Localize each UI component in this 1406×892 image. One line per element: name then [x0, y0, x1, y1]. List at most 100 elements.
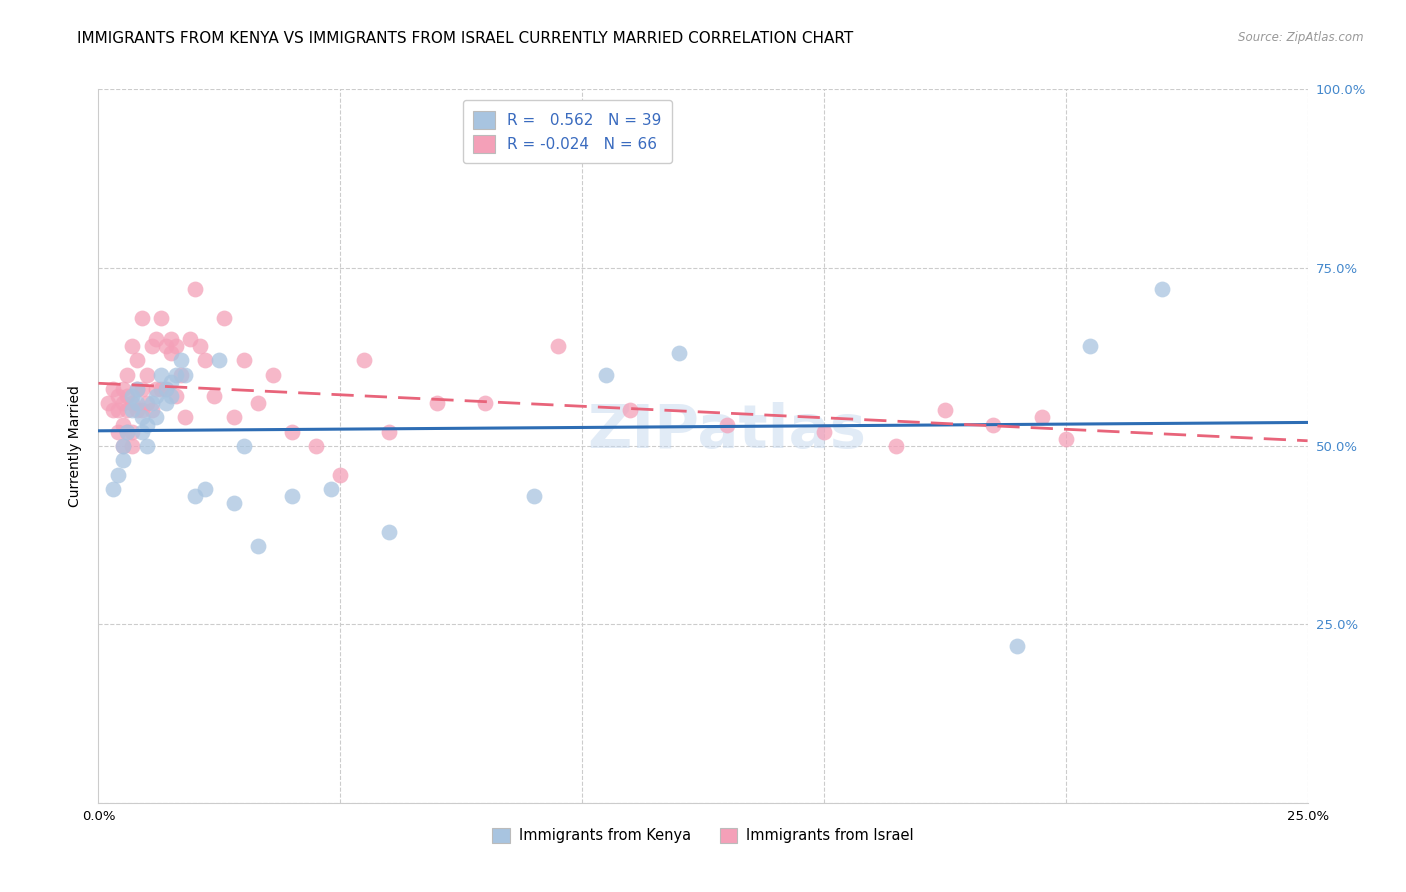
Point: [101, 382, 124, 396]
Point: [1031, 410, 1053, 425]
Point: [169, 353, 191, 368]
Point: [934, 403, 956, 417]
Point: [131, 382, 153, 396]
Point: [107, 467, 129, 482]
Point: [121, 439, 143, 453]
Point: [111, 439, 134, 453]
Point: [160, 375, 183, 389]
Point: [127, 403, 149, 417]
Point: [247, 396, 270, 410]
Point: [150, 382, 173, 396]
Point: [1078, 339, 1101, 353]
Point: [716, 417, 738, 432]
Point: [305, 439, 328, 453]
Point: [135, 396, 157, 410]
Point: [222, 496, 245, 510]
Legend: Immigrants from Kenya, Immigrants from Israel: Immigrants from Kenya, Immigrants from I…: [486, 822, 920, 849]
Point: [117, 403, 139, 417]
Point: [247, 539, 270, 553]
Point: [135, 417, 157, 432]
Point: [117, 425, 139, 439]
Text: Source: ZipAtlas.com: Source: ZipAtlas.com: [1239, 31, 1364, 45]
Point: [595, 368, 617, 382]
Point: [127, 353, 149, 368]
Point: [194, 353, 217, 368]
Point: [165, 339, 187, 353]
Point: [121, 396, 143, 410]
Point: [117, 425, 139, 439]
Point: [145, 382, 167, 396]
Point: [188, 339, 211, 353]
Point: [1152, 282, 1174, 296]
Point: [319, 482, 342, 496]
Point: [160, 346, 183, 360]
Point: [145, 389, 167, 403]
Point: [232, 353, 254, 368]
Point: [121, 389, 143, 403]
Point: [135, 439, 157, 453]
Point: [160, 389, 183, 403]
Point: [160, 332, 183, 346]
Point: [131, 425, 153, 439]
Point: [155, 382, 177, 396]
Point: [141, 403, 163, 417]
Point: [155, 339, 177, 353]
Point: [150, 310, 173, 325]
Point: [117, 389, 139, 403]
Point: [281, 425, 304, 439]
Point: [121, 339, 143, 353]
Point: [1007, 639, 1029, 653]
Point: [101, 403, 124, 417]
Point: [169, 368, 191, 382]
Point: [127, 396, 149, 410]
Text: IMMIGRANTS FROM KENYA VS IMMIGRANTS FROM ISRAEL CURRENTLY MARRIED CORRELATION CH: IMMIGRANTS FROM KENYA VS IMMIGRANTS FROM…: [77, 31, 853, 46]
Point: [165, 368, 187, 382]
Point: [329, 467, 352, 482]
Point: [204, 389, 226, 403]
Point: [426, 396, 449, 410]
Point: [150, 368, 173, 382]
Point: [377, 524, 399, 539]
Point: [174, 368, 197, 382]
Point: [194, 482, 217, 496]
Point: [174, 410, 197, 425]
Point: [107, 403, 129, 417]
Point: [813, 425, 835, 439]
Point: [1054, 432, 1077, 446]
Point: [97, 396, 120, 410]
Point: [111, 396, 134, 410]
Point: [141, 396, 163, 410]
Point: [131, 410, 153, 425]
Point: [111, 439, 134, 453]
Point: [127, 382, 149, 396]
Point: [101, 482, 124, 496]
Point: [111, 382, 134, 396]
Point: [547, 339, 569, 353]
Point: [208, 353, 231, 368]
Point: [121, 425, 143, 439]
Point: [155, 396, 177, 410]
Point: [212, 310, 235, 325]
Point: [131, 310, 153, 325]
Point: [179, 332, 201, 346]
Point: [353, 353, 375, 368]
Point: [668, 346, 690, 360]
Point: [145, 410, 167, 425]
Point: [886, 439, 908, 453]
Point: [145, 332, 167, 346]
Point: [107, 425, 129, 439]
Point: [165, 389, 187, 403]
Point: [141, 339, 163, 353]
Text: ZIPatlas: ZIPatlas: [588, 402, 866, 461]
Point: [523, 489, 546, 503]
Point: [131, 403, 153, 417]
Point: [474, 396, 496, 410]
Point: [107, 389, 129, 403]
Point: [111, 453, 134, 467]
Point: [184, 489, 207, 503]
Point: [155, 382, 177, 396]
Point: [184, 282, 207, 296]
Point: [222, 410, 245, 425]
Point: [232, 439, 254, 453]
Point: [135, 368, 157, 382]
